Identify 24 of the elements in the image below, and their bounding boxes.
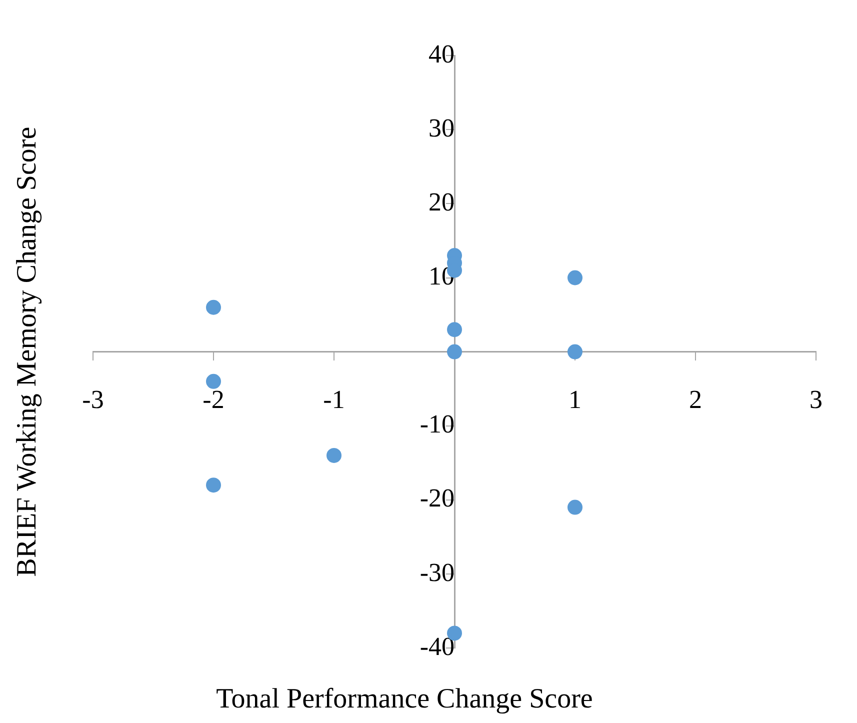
point bbox=[568, 270, 582, 286]
point bbox=[326, 448, 342, 463]
x-tick-label: -1 bbox=[323, 385, 345, 414]
y-tick-label: -30 bbox=[420, 558, 454, 587]
point bbox=[206, 478, 221, 493]
y-tick-label: -10 bbox=[420, 410, 454, 439]
x-tick-label: -3 bbox=[82, 385, 104, 414]
y-tick-label: -20 bbox=[420, 484, 454, 513]
x-tick-label: -2 bbox=[202, 385, 224, 414]
y-tick-label: -40 bbox=[420, 632, 454, 661]
x-axis-title: Tonal Performance Change Score bbox=[216, 683, 593, 714]
x-tick-label: 2 bbox=[689, 385, 702, 414]
y-tick-label: 20 bbox=[428, 188, 454, 217]
point bbox=[568, 500, 582, 515]
y-axis-title: BRIEF Working Memory Change Score bbox=[11, 126, 42, 577]
y-tick-label: 40 bbox=[428, 39, 454, 68]
point bbox=[447, 322, 462, 338]
point bbox=[206, 300, 221, 315]
y-tick-label: 30 bbox=[428, 113, 454, 142]
point bbox=[206, 374, 221, 389]
x-tick-label: 1 bbox=[568, 385, 582, 414]
point bbox=[568, 344, 582, 360]
x-tick-label: 3 bbox=[810, 385, 822, 414]
point bbox=[447, 344, 462, 360]
